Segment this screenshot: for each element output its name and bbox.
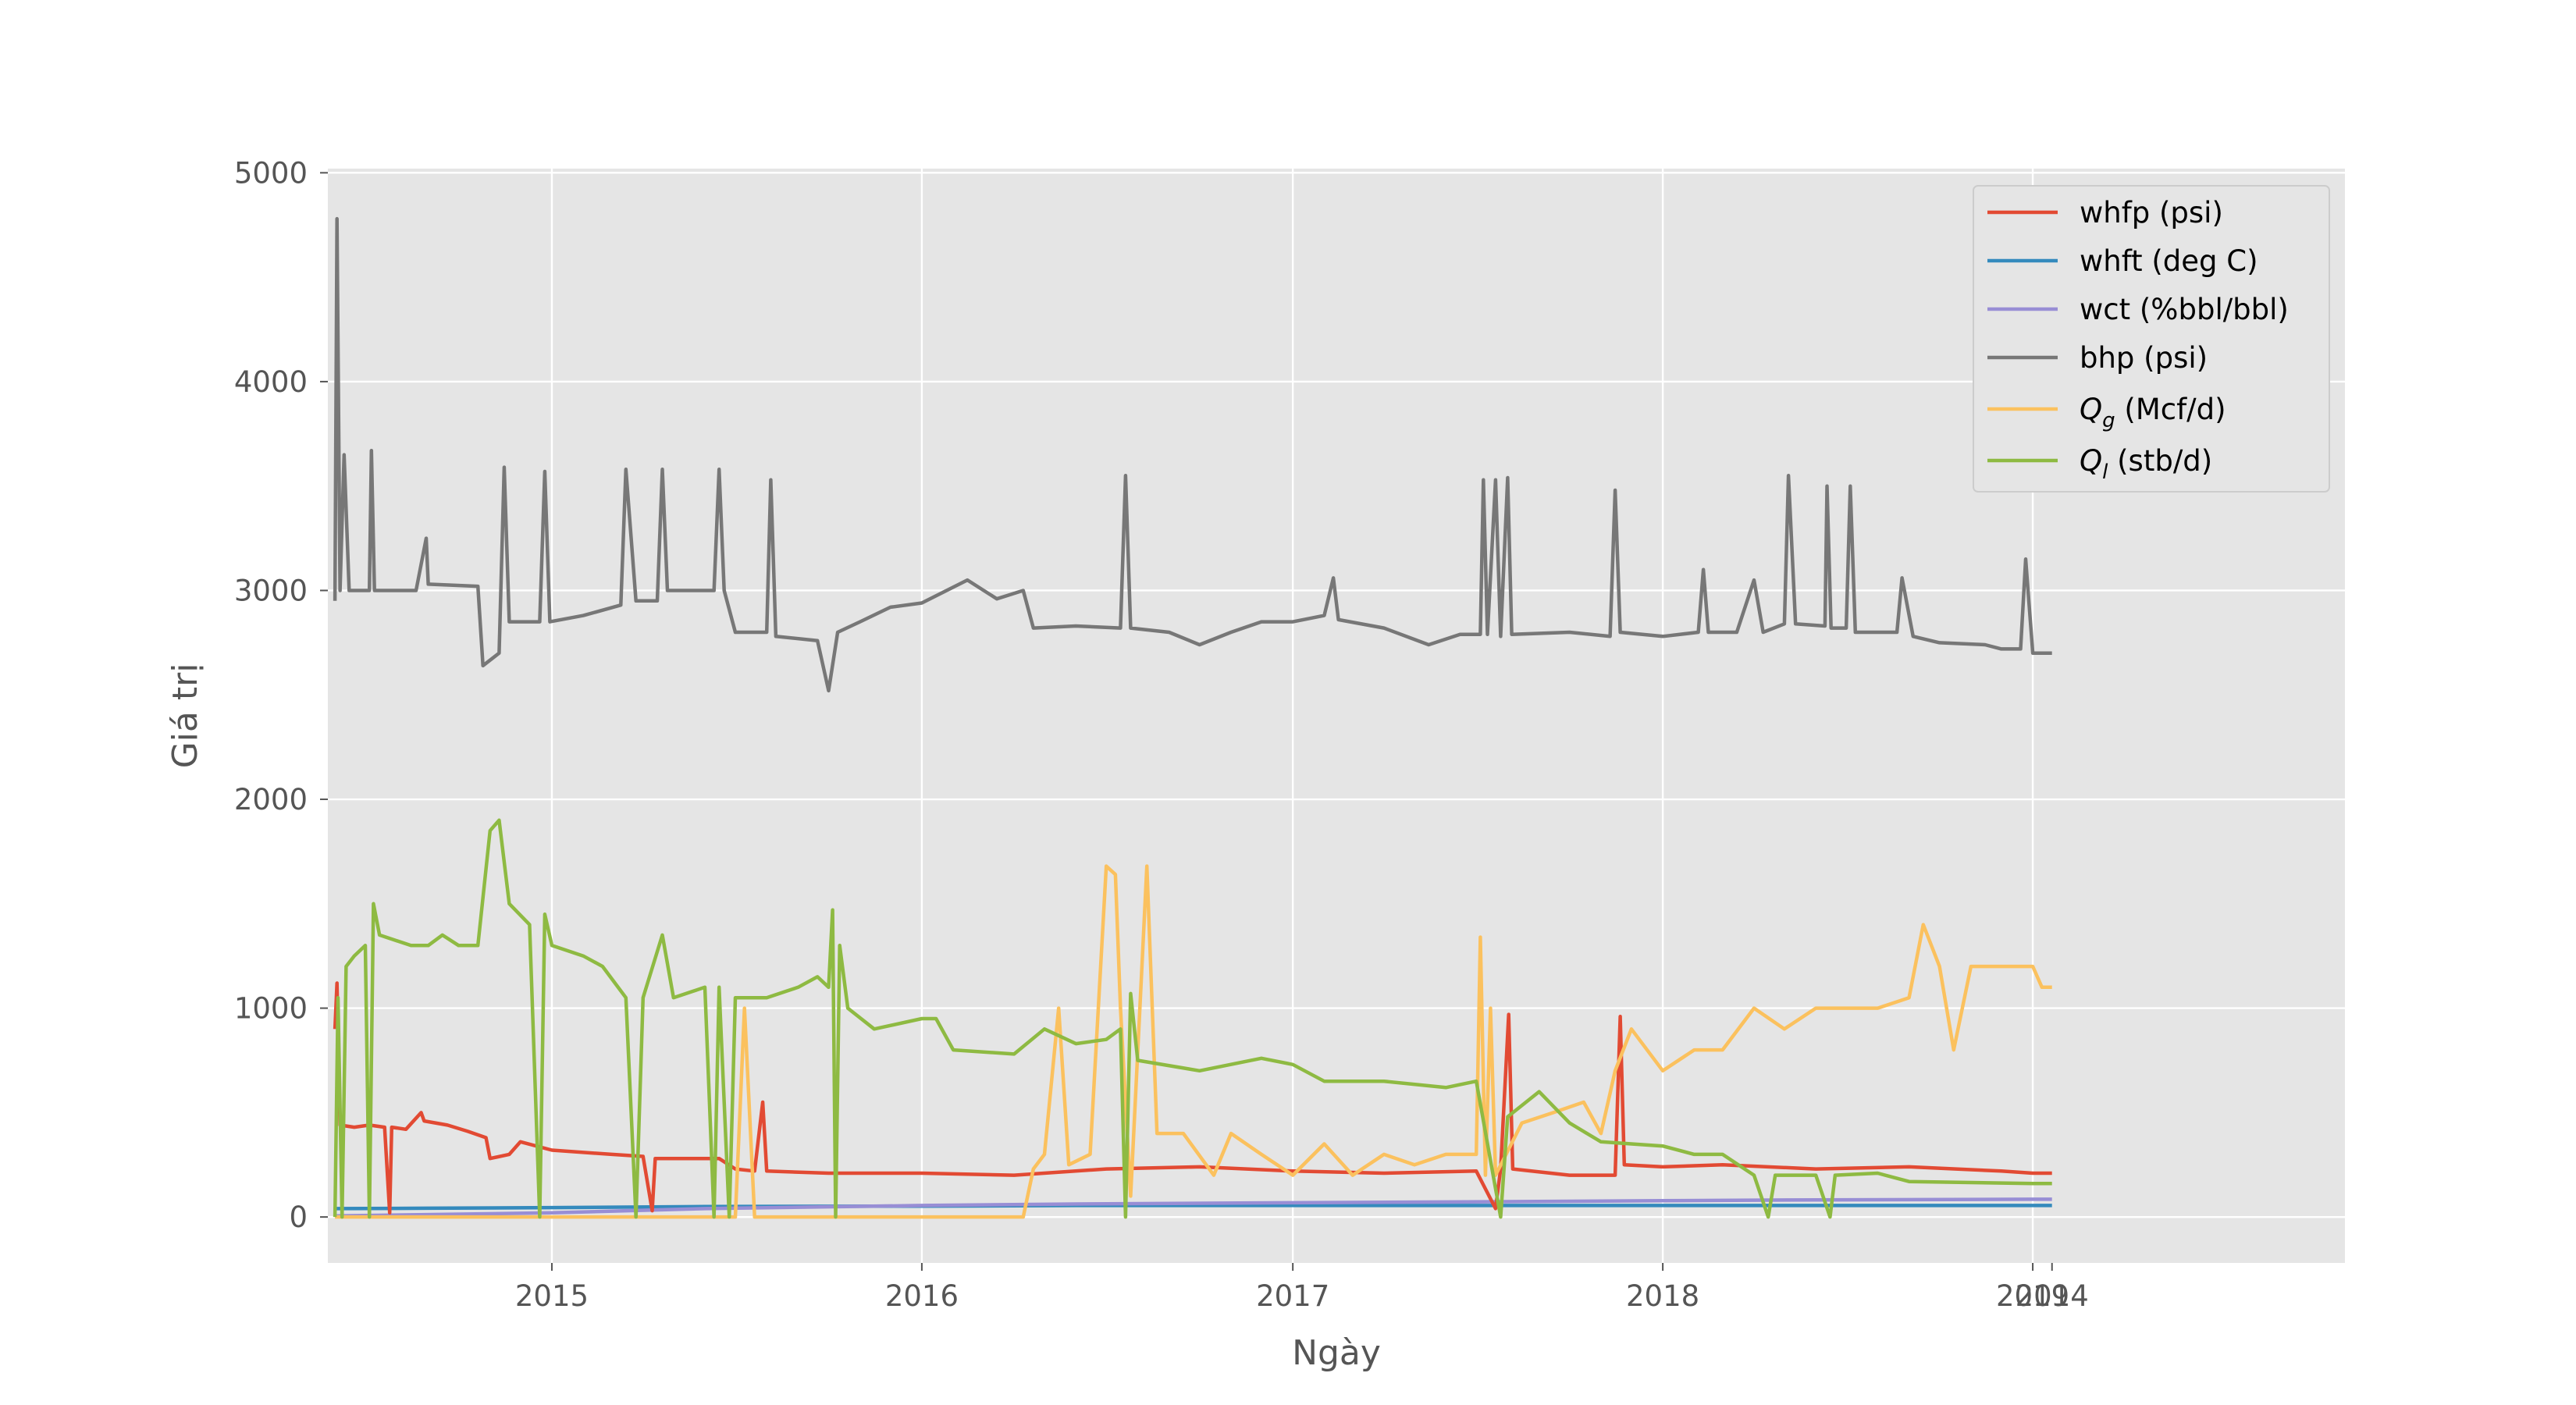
y-tick-label: 3000 <box>234 574 308 607</box>
legend-label-whfp: whfp (psi) <box>2080 196 2223 229</box>
series-line-bhp <box>333 216 2052 693</box>
legend-label-wct: wct (%bbl/bbl) <box>2080 293 2289 326</box>
series-line-ql <box>333 818 2052 1219</box>
grid-lines <box>328 169 2345 1263</box>
x-tick-label: 2017 <box>1256 1279 1329 1313</box>
x-tick-label: 2014 <box>2016 1279 2089 1313</box>
x-tick-label: 2019 <box>1996 1279 2069 1313</box>
x-tick-label: 2016 <box>885 1279 959 1313</box>
y-tick-label: 2000 <box>234 783 308 816</box>
legend: whfp (psi) whft (deg C) wct (%bbl/bbl) bhp … <box>1973 185 2330 493</box>
x-axis-label: Ngày <box>1292 1333 1381 1373</box>
legend-label-qg: Qg (Mcf/d) <box>2080 393 2226 432</box>
y-tick-label: 0 <box>289 1200 308 1234</box>
x-tick-label: 2015 <box>515 1279 589 1313</box>
series-line-qg <box>335 864 2052 1219</box>
y-axis-label: Giá trị <box>165 663 205 769</box>
legend-box <box>1973 185 2330 493</box>
y-tick-label: 1000 <box>234 992 308 1026</box>
series-line-whft <box>335 1204 2052 1211</box>
series-layer <box>333 216 2052 1219</box>
legend-label-ql: Ql (stb/d) <box>2080 444 2212 484</box>
y-axis-ticks: 0 1000 2000 3000 4000 5000 <box>234 156 328 1234</box>
series-line-whfp <box>333 981 2052 1215</box>
legend-label-bhp: bhp (psi) <box>2080 341 2208 375</box>
y-tick-label: 4000 <box>234 365 308 399</box>
y-tick-label: 5000 <box>234 156 308 190</box>
legend-label-whft: whft (deg C) <box>2080 244 2258 278</box>
x-tick-label: 2018 <box>1626 1279 1699 1313</box>
